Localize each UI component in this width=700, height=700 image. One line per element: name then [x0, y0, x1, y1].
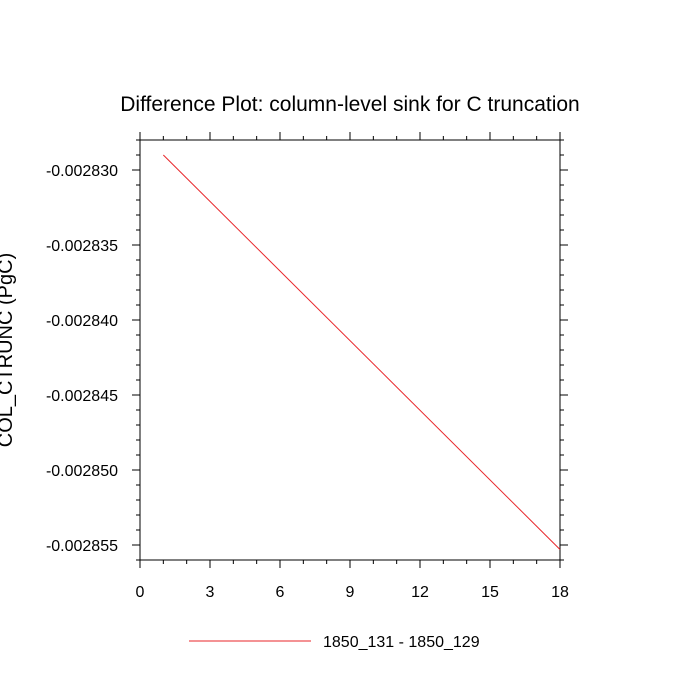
ticks-layer — [132, 132, 568, 568]
y-axis-label: COL_CTRUNC (PgC) — [0, 253, 17, 447]
y-tick-label: -0.002845 — [46, 388, 118, 405]
series-layer — [162, 154, 561, 550]
y-tick-label: -0.002855 — [46, 538, 118, 555]
x-tick-label: 15 — [481, 584, 499, 601]
chart-title: Difference Plot: column-level sink for C… — [120, 93, 579, 116]
series-line — [162, 154, 561, 550]
y-tick-label: -0.002840 — [46, 313, 118, 330]
x-tick-label: 18 — [551, 584, 569, 601]
y-tick-label: -0.002835 — [46, 238, 118, 255]
x-tick-label: 6 — [276, 584, 285, 601]
y-tick-label: -0.002850 — [46, 463, 118, 480]
y-tick-label: -0.002830 — [46, 163, 118, 180]
x-tick-label: 3 — [206, 584, 215, 601]
legend: 1850_131 - 1850_129 — [189, 634, 480, 651]
legend-label: 1850_131 - 1850_129 — [323, 634, 480, 651]
plot-frame — [139, 139, 561, 561]
y-tick-labels: -0.002830 -0.002835 -0.002840 -0.002845 -0.0… — [46, 163, 118, 555]
x-tick-labels: 0 3 6 9 12 15 18 — [136, 584, 569, 601]
x-tick-label: 0 — [136, 584, 145, 601]
x-tick-label: 12 — [411, 584, 429, 601]
x-tick-label: 9 — [346, 584, 355, 601]
